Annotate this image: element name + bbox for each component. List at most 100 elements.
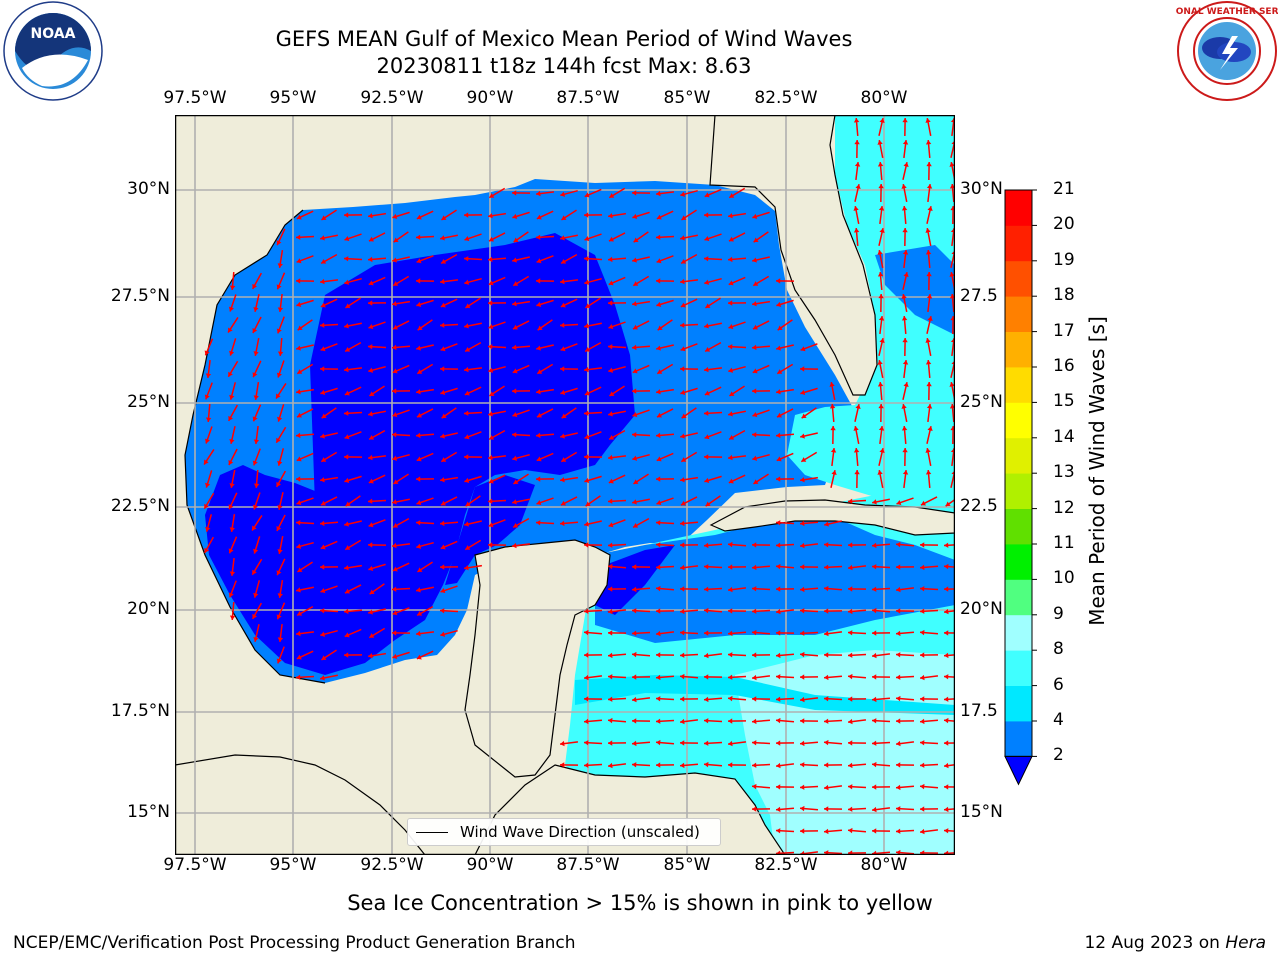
wind-wave-arrowhead bbox=[416, 258, 422, 264]
wind-wave-arrowhead bbox=[205, 482, 211, 488]
wind-wave-arrowhead bbox=[229, 350, 235, 356]
wind-wave-arrowhead bbox=[728, 367, 734, 373]
wind-wave-arrowhead bbox=[369, 633, 375, 638]
wind-wave-arrowhead bbox=[656, 412, 662, 418]
wind-wave-arrowhead bbox=[729, 193, 735, 198]
wind-wave-arrowhead bbox=[776, 806, 781, 813]
wind-wave-arrowhead bbox=[896, 674, 901, 680]
wind-wave-arrowhead bbox=[656, 630, 661, 637]
wind-wave-arrowhead bbox=[584, 323, 589, 329]
wind-wave-arrowhead bbox=[704, 212, 709, 218]
wind-wave-arrowhead bbox=[704, 192, 710, 198]
colorbar-tick-label: 18 bbox=[1053, 285, 1075, 306]
lon-label-bottom: 92.5°W bbox=[360, 855, 424, 875]
wind-wave-arrowhead bbox=[252, 525, 257, 531]
wind-wave-arrowhead bbox=[944, 586, 949, 592]
wind-wave-arrowhead bbox=[848, 827, 853, 834]
wind-wave-arrowhead bbox=[440, 544, 446, 550]
wind-wave-arrowhead bbox=[536, 234, 541, 240]
wind-wave-arrowhead bbox=[776, 717, 781, 724]
wind-wave-arrowhead bbox=[920, 629, 925, 636]
wind-wave-arrowhead bbox=[776, 412, 782, 418]
wind-wave-arrowhead bbox=[488, 236, 494, 242]
wind-wave-arrowhead bbox=[229, 615, 236, 620]
wind-wave-arrowhead bbox=[872, 784, 877, 790]
wind-wave-arrowhead bbox=[944, 542, 949, 548]
wind-wave-arrowhead bbox=[848, 652, 853, 658]
wind-wave-arrowhead bbox=[277, 263, 283, 268]
wind-wave-arrowhead bbox=[926, 294, 933, 299]
wind-wave-arrowhead bbox=[848, 806, 853, 812]
wind-wave-arrowhead bbox=[949, 404, 955, 409]
wind-wave-arrowhead bbox=[320, 544, 326, 550]
wind-wave-arrowhead bbox=[776, 784, 781, 790]
wind-wave-arrowhead bbox=[896, 849, 901, 855]
wind-wave-arrowhead bbox=[925, 470, 932, 475]
wind-wave-arrowhead bbox=[848, 542, 853, 548]
wind-wave-arrowhead bbox=[204, 459, 209, 465]
wind-wave-arrowhead bbox=[752, 344, 757, 351]
wind-wave-arrowhead bbox=[949, 294, 955, 299]
wind-wave-arrowhead bbox=[321, 413, 327, 419]
wind-wave-arrowhead bbox=[776, 563, 781, 570]
wind-wave-arrowhead bbox=[680, 740, 685, 746]
wind-wave-arrowhead bbox=[704, 740, 709, 746]
wind-wave-arrowhead bbox=[704, 542, 709, 549]
wind-wave-arrowhead bbox=[321, 457, 327, 462]
wind-wave-arrowhead bbox=[632, 344, 637, 351]
wind-wave-arrowhead bbox=[680, 278, 685, 285]
wind-wave-arrowhead bbox=[854, 140, 860, 145]
wind-wave-arrowhead bbox=[205, 373, 212, 378]
wind-wave-arrowhead bbox=[320, 520, 325, 527]
wind-wave-arrowhead bbox=[393, 522, 399, 528]
wind-wave-arrowhead bbox=[680, 500, 686, 506]
wind-wave-arrowhead bbox=[392, 344, 397, 351]
wind-wave-arrowhead bbox=[853, 448, 860, 453]
wind-wave-arrowhead bbox=[728, 344, 733, 350]
wind-wave-arrowhead bbox=[392, 213, 398, 219]
wind-wave-arrowhead bbox=[752, 542, 757, 548]
wind-wave-arrowhead bbox=[536, 456, 542, 462]
wind-wave-arrowhead bbox=[728, 478, 734, 484]
wind-wave-arrowhead bbox=[878, 316, 885, 321]
wind-wave-arrowhead bbox=[228, 548, 234, 554]
wind-wave-arrowhead bbox=[560, 740, 565, 747]
wind-wave-arrowhead bbox=[229, 285, 236, 290]
colorbar-segment bbox=[1005, 367, 1032, 403]
caribbean-band bbox=[575, 675, 955, 715]
colorbar-tick-label: 8 bbox=[1053, 639, 1064, 660]
colorbar-segment bbox=[1005, 508, 1032, 545]
wind-wave-arrowhead bbox=[704, 390, 710, 396]
colorbar-segment bbox=[1005, 473, 1032, 509]
wind-wave-arrowhead bbox=[656, 258, 662, 264]
wind-wave-arrowhead bbox=[488, 454, 493, 461]
colorbar-extend-triangle bbox=[1004, 755, 1033, 786]
wind-wave-arrowhead bbox=[920, 783, 925, 790]
wind-wave-arrowhead bbox=[632, 696, 637, 703]
lon-label-bottom: 85°W bbox=[663, 855, 711, 875]
wind-wave-arrowhead bbox=[608, 608, 613, 615]
wind-wave-arrowhead bbox=[368, 478, 374, 484]
wind-wave-arrowhead bbox=[277, 505, 283, 510]
wind-wave-arrowhead bbox=[752, 696, 757, 702]
wind-wave-arrowhead bbox=[829, 404, 836, 409]
wind-wave-arrowhead bbox=[854, 470, 860, 475]
wind-wave-arrowhead bbox=[513, 479, 519, 484]
wind-wave-arrowhead bbox=[680, 433, 685, 439]
wind-wave-arrowhead bbox=[228, 306, 234, 312]
wind-wave-arrowhead bbox=[632, 432, 637, 438]
wind-wave-arrowhead bbox=[416, 234, 421, 240]
wind-wave-arrowhead bbox=[608, 740, 613, 746]
wind-wave-arrowhead bbox=[680, 673, 685, 680]
wind-wave-arrowhead bbox=[320, 366, 325, 372]
wind-wave-arrowhead bbox=[229, 527, 235, 532]
wind-wave-arrowhead bbox=[252, 504, 258, 510]
wind-wave-arrowhead bbox=[392, 324, 398, 330]
wind-wave-arrowhead bbox=[752, 586, 757, 592]
wind-wave-arrowhead bbox=[369, 434, 375, 440]
wind-wave-arrowhead bbox=[296, 412, 302, 418]
wind-wave-arrowhead bbox=[344, 434, 350, 440]
wind-wave-arrowhead bbox=[584, 454, 589, 460]
wind-wave-arrowhead bbox=[252, 372, 258, 378]
wind-wave-arrowhead bbox=[512, 368, 518, 374]
